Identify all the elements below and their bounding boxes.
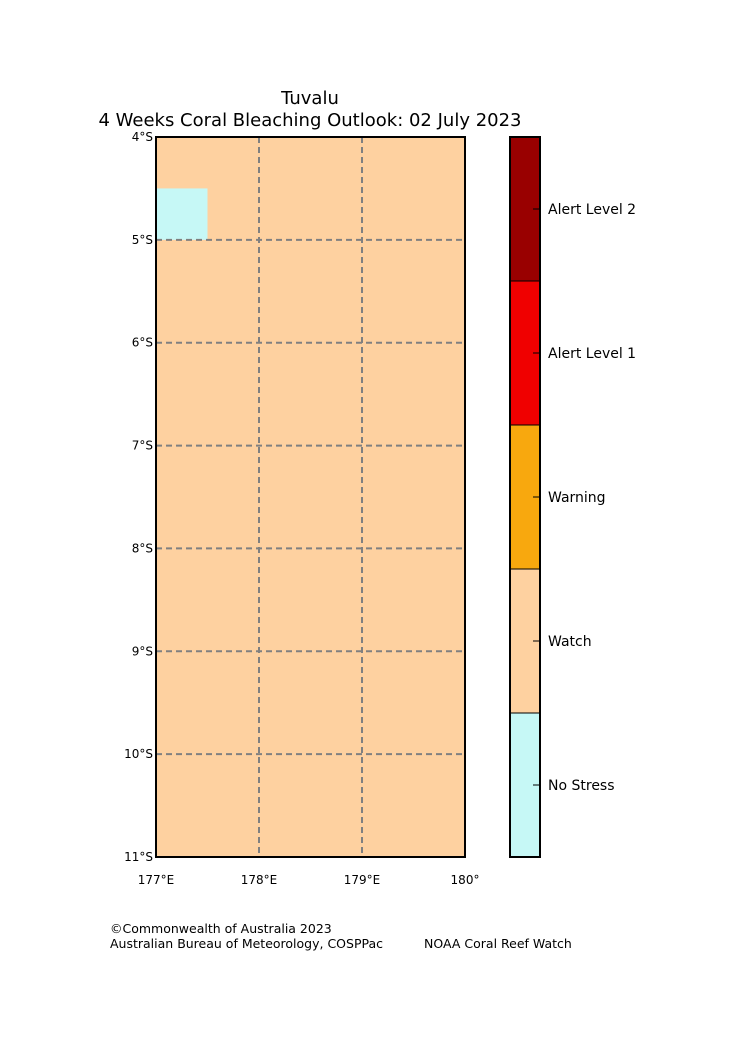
lat-tick-label: 7°S	[132, 439, 153, 453]
partner-credit: NOAA Coral Reef Watch	[424, 936, 572, 951]
lat-tick-label: 10°S	[124, 747, 153, 761]
lat-tick-label: 9°S	[132, 644, 153, 658]
map-title: Tuvalu	[281, 88, 339, 109]
map-subtitle: 4 Weeks Coral Bleaching Outlook: 02 July…	[98, 110, 522, 131]
agency-credit: Australian Bureau of Meteorology, COSPPa…	[110, 936, 383, 951]
legend-frame	[509, 136, 541, 858]
map-frame	[155, 136, 466, 858]
lon-tick-label: 179°E	[344, 873, 381, 887]
legend-label: No Stress	[548, 778, 615, 794]
legend-label: Alert Level 1	[548, 346, 636, 362]
copyright-credit: ©Commonwealth of Australia 2023	[110, 921, 332, 936]
lon-tick-label: 177°E	[138, 873, 175, 887]
lon-tick-label: 178°E	[241, 873, 278, 887]
colorbar-legend: Alert Level 2 Alert Level 1 Warning Watch No…	[509, 136, 636, 858]
lat-tick-label: 8°S	[132, 541, 153, 555]
lat-tick-label: 4°S	[132, 130, 153, 144]
legend-label: Watch	[548, 634, 592, 650]
legend-label: Warning	[548, 490, 606, 506]
map-area: 4°S 5°S 6°S 7°S 8°S 9°S 10°S 11°S 177°E 178°E 179°…	[124, 130, 479, 887]
lat-tick-label: 6°S	[132, 336, 153, 350]
lat-tick-label: 5°S	[132, 233, 153, 247]
legend-label: Alert Level 2	[548, 202, 636, 218]
map-cell	[156, 188, 208, 240]
lat-tick-label: 11°S	[124, 850, 153, 864]
map-background-watch	[156, 137, 465, 857]
lon-tick-label: 180°	[451, 873, 480, 887]
